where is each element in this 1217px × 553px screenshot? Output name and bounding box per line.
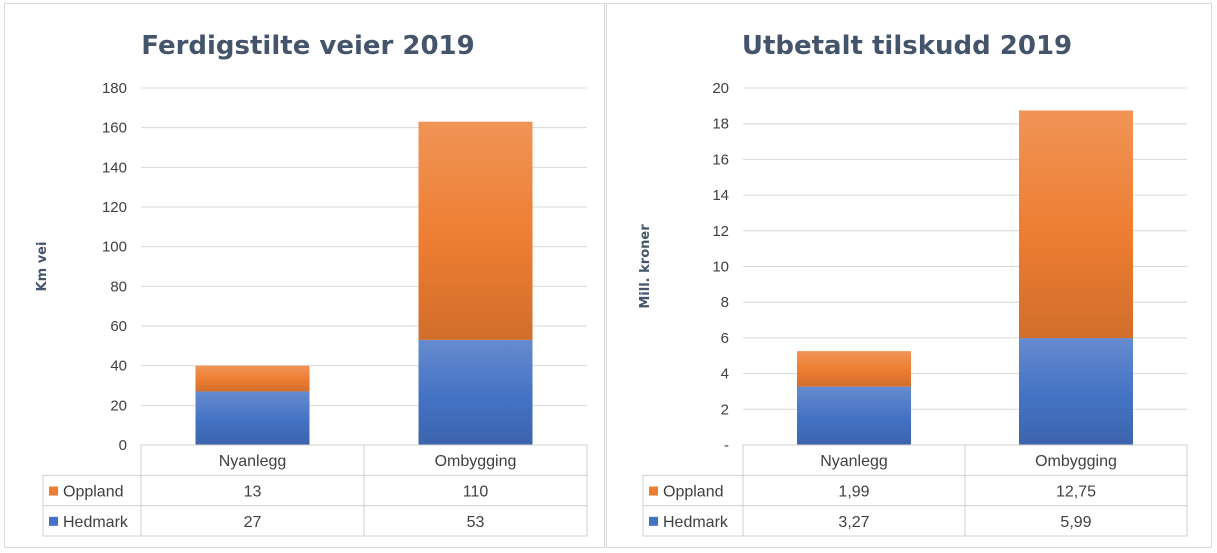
y-tick-label: 18 <box>712 116 729 133</box>
y-tick-label: 20 <box>712 80 729 97</box>
y-tick-label: 180 <box>102 80 127 97</box>
bar-oppland-ombygging <box>1019 110 1133 339</box>
y-tick-label: 2 <box>721 401 729 418</box>
y-tick-label: 6 <box>721 330 729 347</box>
bar-hedmark-ombygging <box>1019 338 1133 445</box>
chart-roads: Ferdigstilte veier 2019 Km vei 0 20 40 60 80 10… <box>35 31 588 537</box>
bar-hedmark-nyanlegg <box>797 386 911 445</box>
x-category-label: Ombygging <box>1035 453 1117 470</box>
chart-subsidy: Utbetalt tilskudd 2019 Mill. kroner - 2 4 6 8 1… <box>638 31 1188 537</box>
legend-label-hedmark: Hedmark <box>663 514 729 531</box>
bar-hedmark-nyanlegg <box>195 391 310 445</box>
y-tick-label: 8 <box>721 294 729 311</box>
x-category-label: Nyanlegg <box>219 453 287 470</box>
y-tick-label: 60 <box>110 318 127 335</box>
legend-label-oppland: Oppland <box>663 484 724 501</box>
bar-oppland-nyanlegg <box>797 351 911 387</box>
bar-oppland-nyanlegg <box>195 365 310 392</box>
legend-swatch-oppland <box>649 486 658 496</box>
table-cell-value: 12,75 <box>1056 484 1096 501</box>
chart-panel-roads: Ferdigstilte veier 2019 Km vei 0 20 40 60 80 10… <box>4 3 605 548</box>
legend-label-hedmark: Hedmark <box>63 514 129 531</box>
legend-label-oppland: Oppland <box>63 484 124 501</box>
y-tick-label: 80 <box>110 278 127 295</box>
x-category-label: Nyanlegg <box>820 453 888 470</box>
table-cell-value: 1,99 <box>838 484 869 501</box>
legend-swatch-hedmark <box>49 516 58 526</box>
y-tick-label: 12 <box>712 223 729 240</box>
y-tick-label: 160 <box>102 120 127 137</box>
y-axis-label: Km vei <box>35 242 50 292</box>
y-tick-label: 20 <box>110 397 127 414</box>
bar-oppland-ombygging <box>418 121 533 340</box>
y-tick-label: 40 <box>110 358 127 375</box>
legend-swatch-oppland <box>49 486 58 496</box>
y-tick-label: - <box>724 437 729 454</box>
y-tick-label: 120 <box>102 199 127 216</box>
y-axis-label: Mill. kroner <box>638 224 653 309</box>
chart-title: Utbetalt tilskudd 2019 <box>742 31 1072 61</box>
table-cell-value: 13 <box>244 484 262 501</box>
y-tick-label: 0 <box>119 437 127 454</box>
y-tick-label: 100 <box>102 239 127 256</box>
y-tick-label: 10 <box>712 259 729 276</box>
x-category-label: Ombygging <box>435 453 517 470</box>
table-cell-value: 3,27 <box>838 514 869 531</box>
chart-panel-subsidy: Utbetalt tilskudd 2019 Mill. kroner - 2 4 6 8 1… <box>606 3 1212 548</box>
y-tick-label: 16 <box>712 151 729 168</box>
legend-swatch-hedmark <box>649 516 658 526</box>
table-cell-value: 53 <box>467 514 485 531</box>
y-tick-label: 14 <box>712 187 729 204</box>
bar-hedmark-ombygging <box>418 339 533 445</box>
table-cell-value: 5,99 <box>1060 514 1091 531</box>
table-cell-value: 27 <box>244 514 262 531</box>
y-tick-label: 140 <box>102 159 127 176</box>
chart-title: Ferdigstilte veier 2019 <box>141 31 475 61</box>
table-cell-value: 110 <box>463 484 489 501</box>
y-tick-label: 4 <box>721 366 729 383</box>
